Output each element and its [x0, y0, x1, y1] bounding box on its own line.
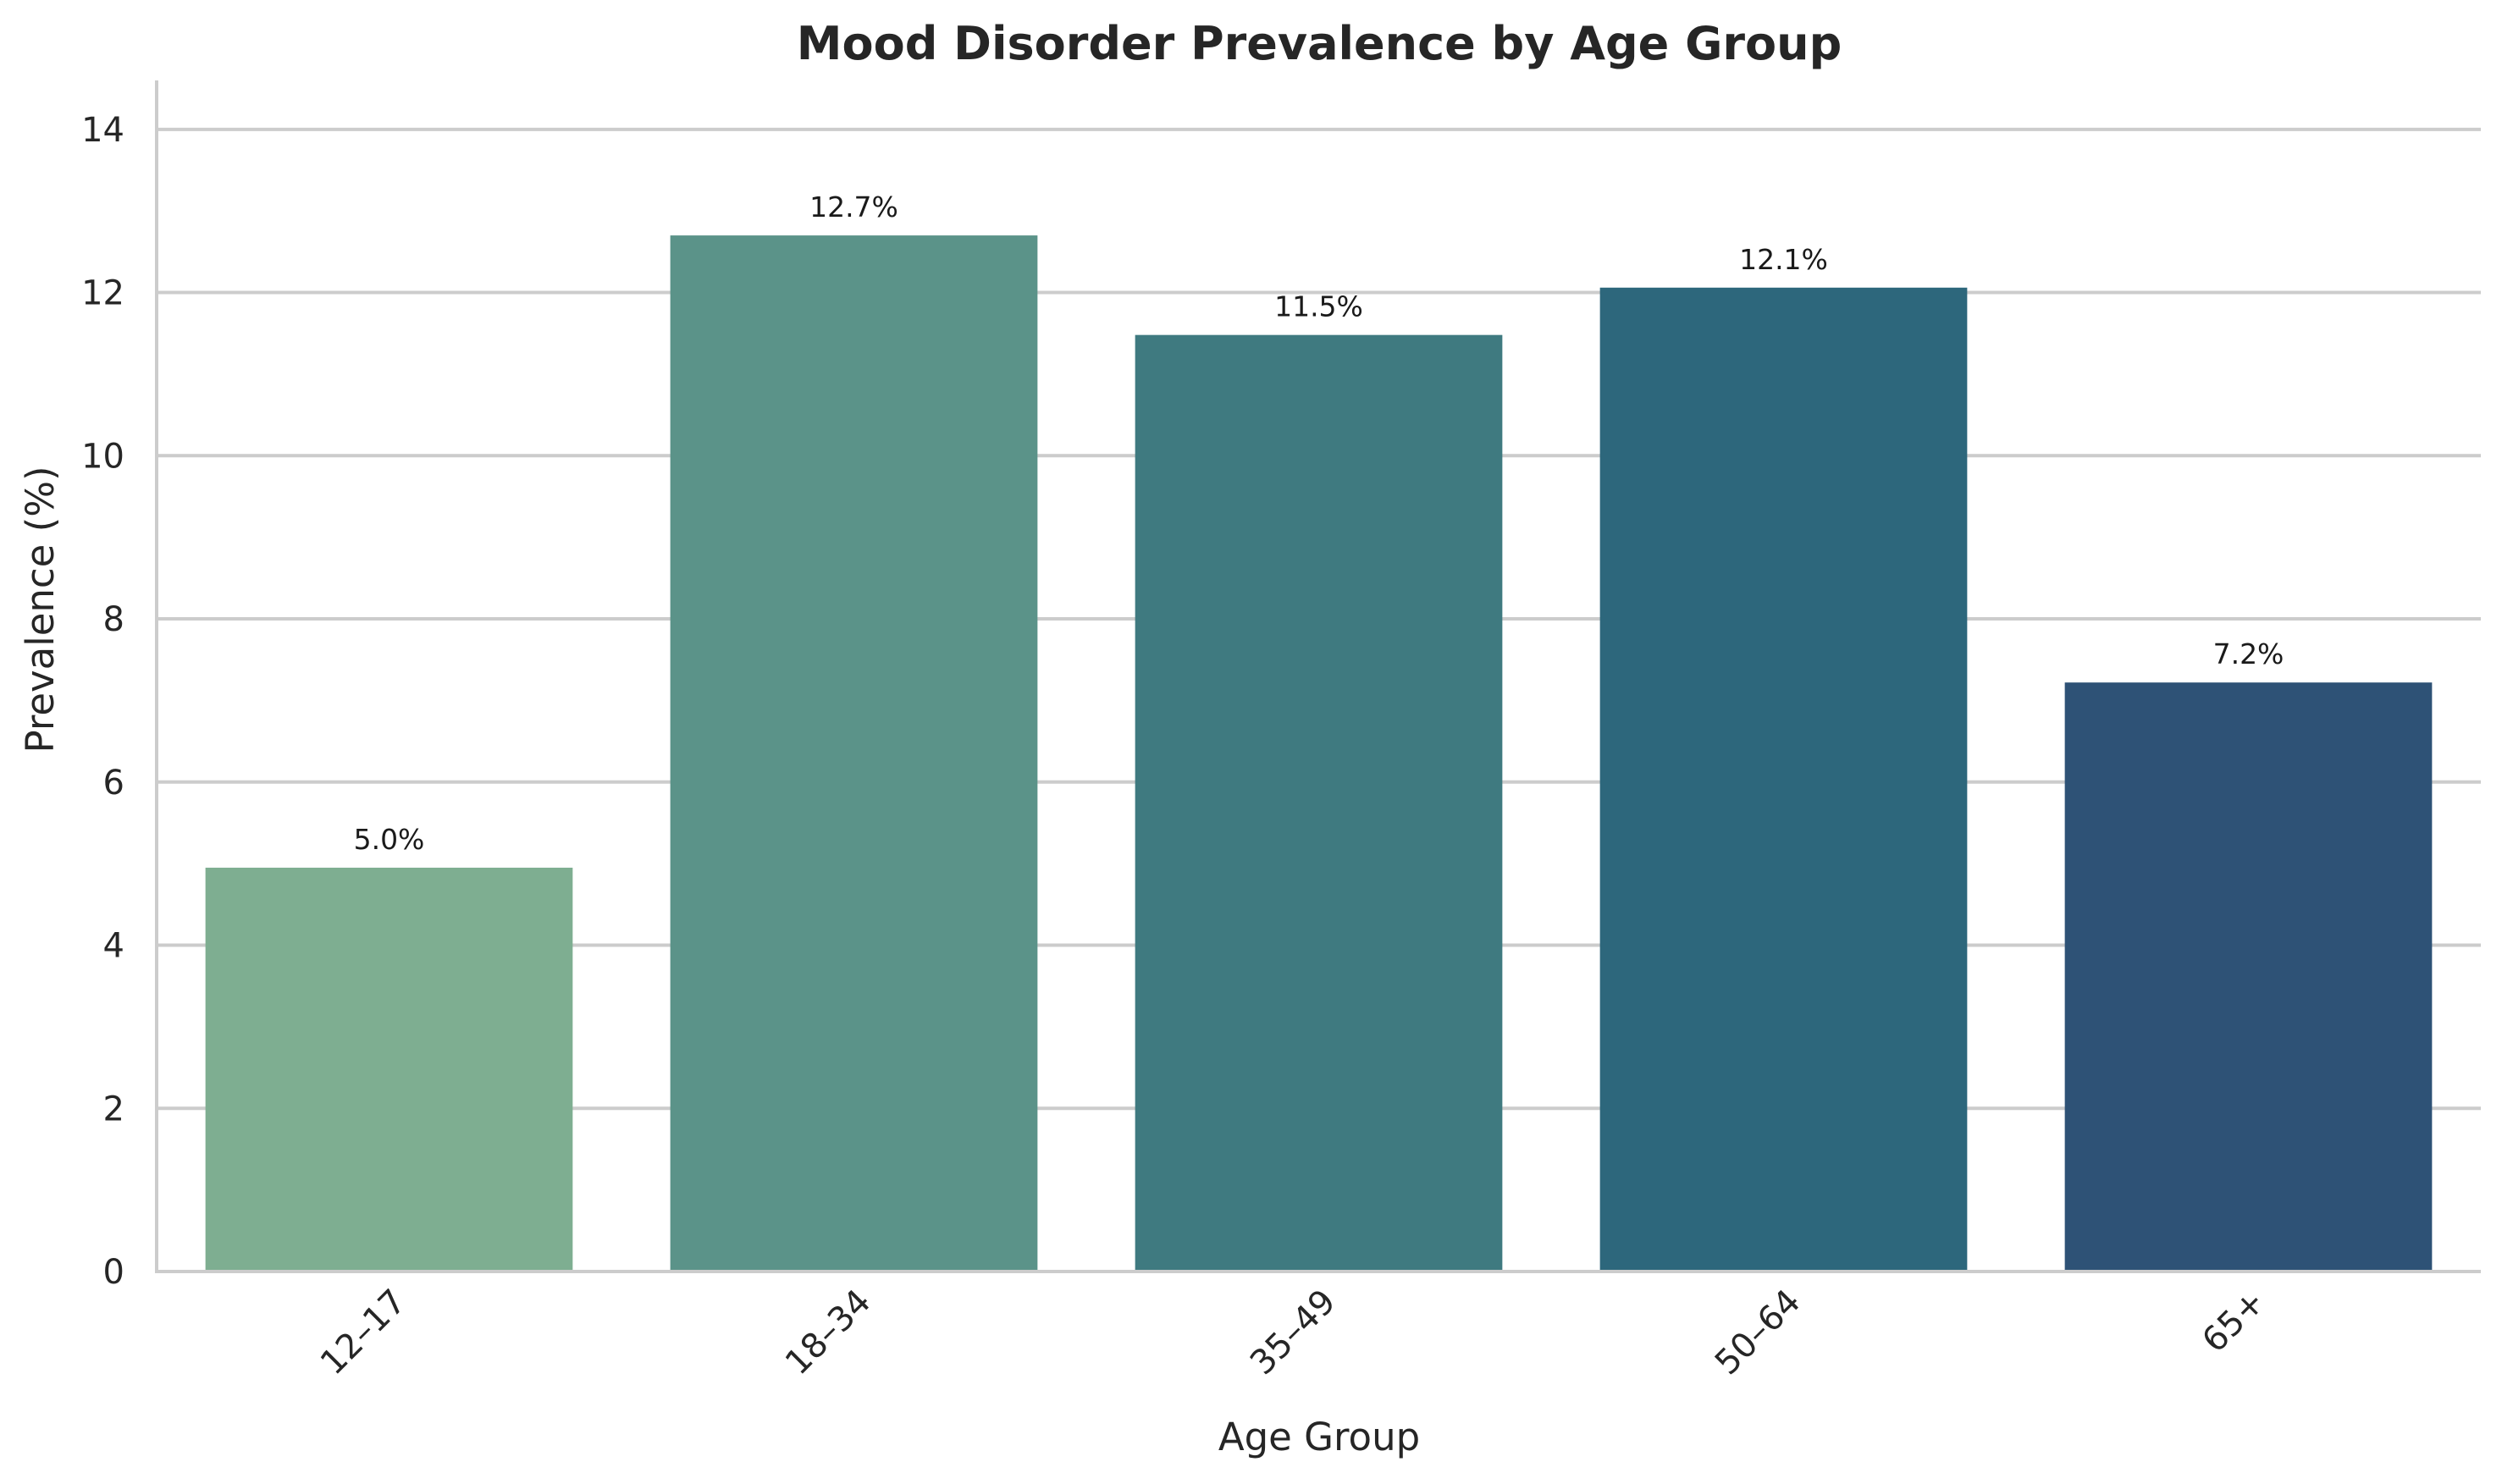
bar-value-label: 7.2% [2213, 637, 2284, 670]
data-labels: 5.0% 12.7% 11.5% 12.1% 7.2% [354, 190, 2284, 856]
bar-value-label: 11.5% [1274, 290, 1363, 323]
bars [205, 235, 2433, 1272]
y-tick-label: 10 [81, 437, 124, 476]
bar-value-label: 5.0% [354, 823, 425, 856]
bar [1135, 334, 1503, 1272]
y-tick-labels: 0 2 4 6 8 10 12 14 [81, 111, 124, 1292]
bar [2064, 682, 2433, 1272]
bar-value-label: 12.1% [1739, 243, 1828, 276]
bar [670, 235, 1038, 1272]
x-tick-label: 12–17 [313, 1283, 414, 1383]
bar [1599, 287, 1968, 1272]
x-axis-label: Age Group [1218, 1415, 1420, 1459]
bar-value-label: 12.7% [809, 190, 898, 223]
x-tick-label: 18–34 [778, 1283, 879, 1383]
bar [205, 867, 573, 1272]
y-tick-label: 0 [103, 1253, 124, 1292]
y-tick-label: 4 [103, 927, 124, 966]
y-axis-label: Prevalence (%) [18, 466, 63, 753]
chart-title: Mood Disorder Prevalence by Age Group [797, 17, 1842, 70]
y-tick-label: 2 [103, 1090, 124, 1128]
y-tick-label: 14 [81, 111, 124, 150]
axis-spines [155, 80, 2481, 1273]
x-tick-label: 65+ [2195, 1283, 2273, 1360]
x-tick-label: 35–49 [1243, 1283, 1344, 1383]
y-tick-label: 8 [103, 600, 124, 639]
x-tick-label: 50–64 [1708, 1283, 1809, 1383]
x-tick-labels: 12–17 18–34 35–49 50–64 65+ [313, 1283, 2273, 1383]
y-tick-label: 6 [103, 764, 124, 803]
y-tick-label: 12 [81, 274, 124, 313]
